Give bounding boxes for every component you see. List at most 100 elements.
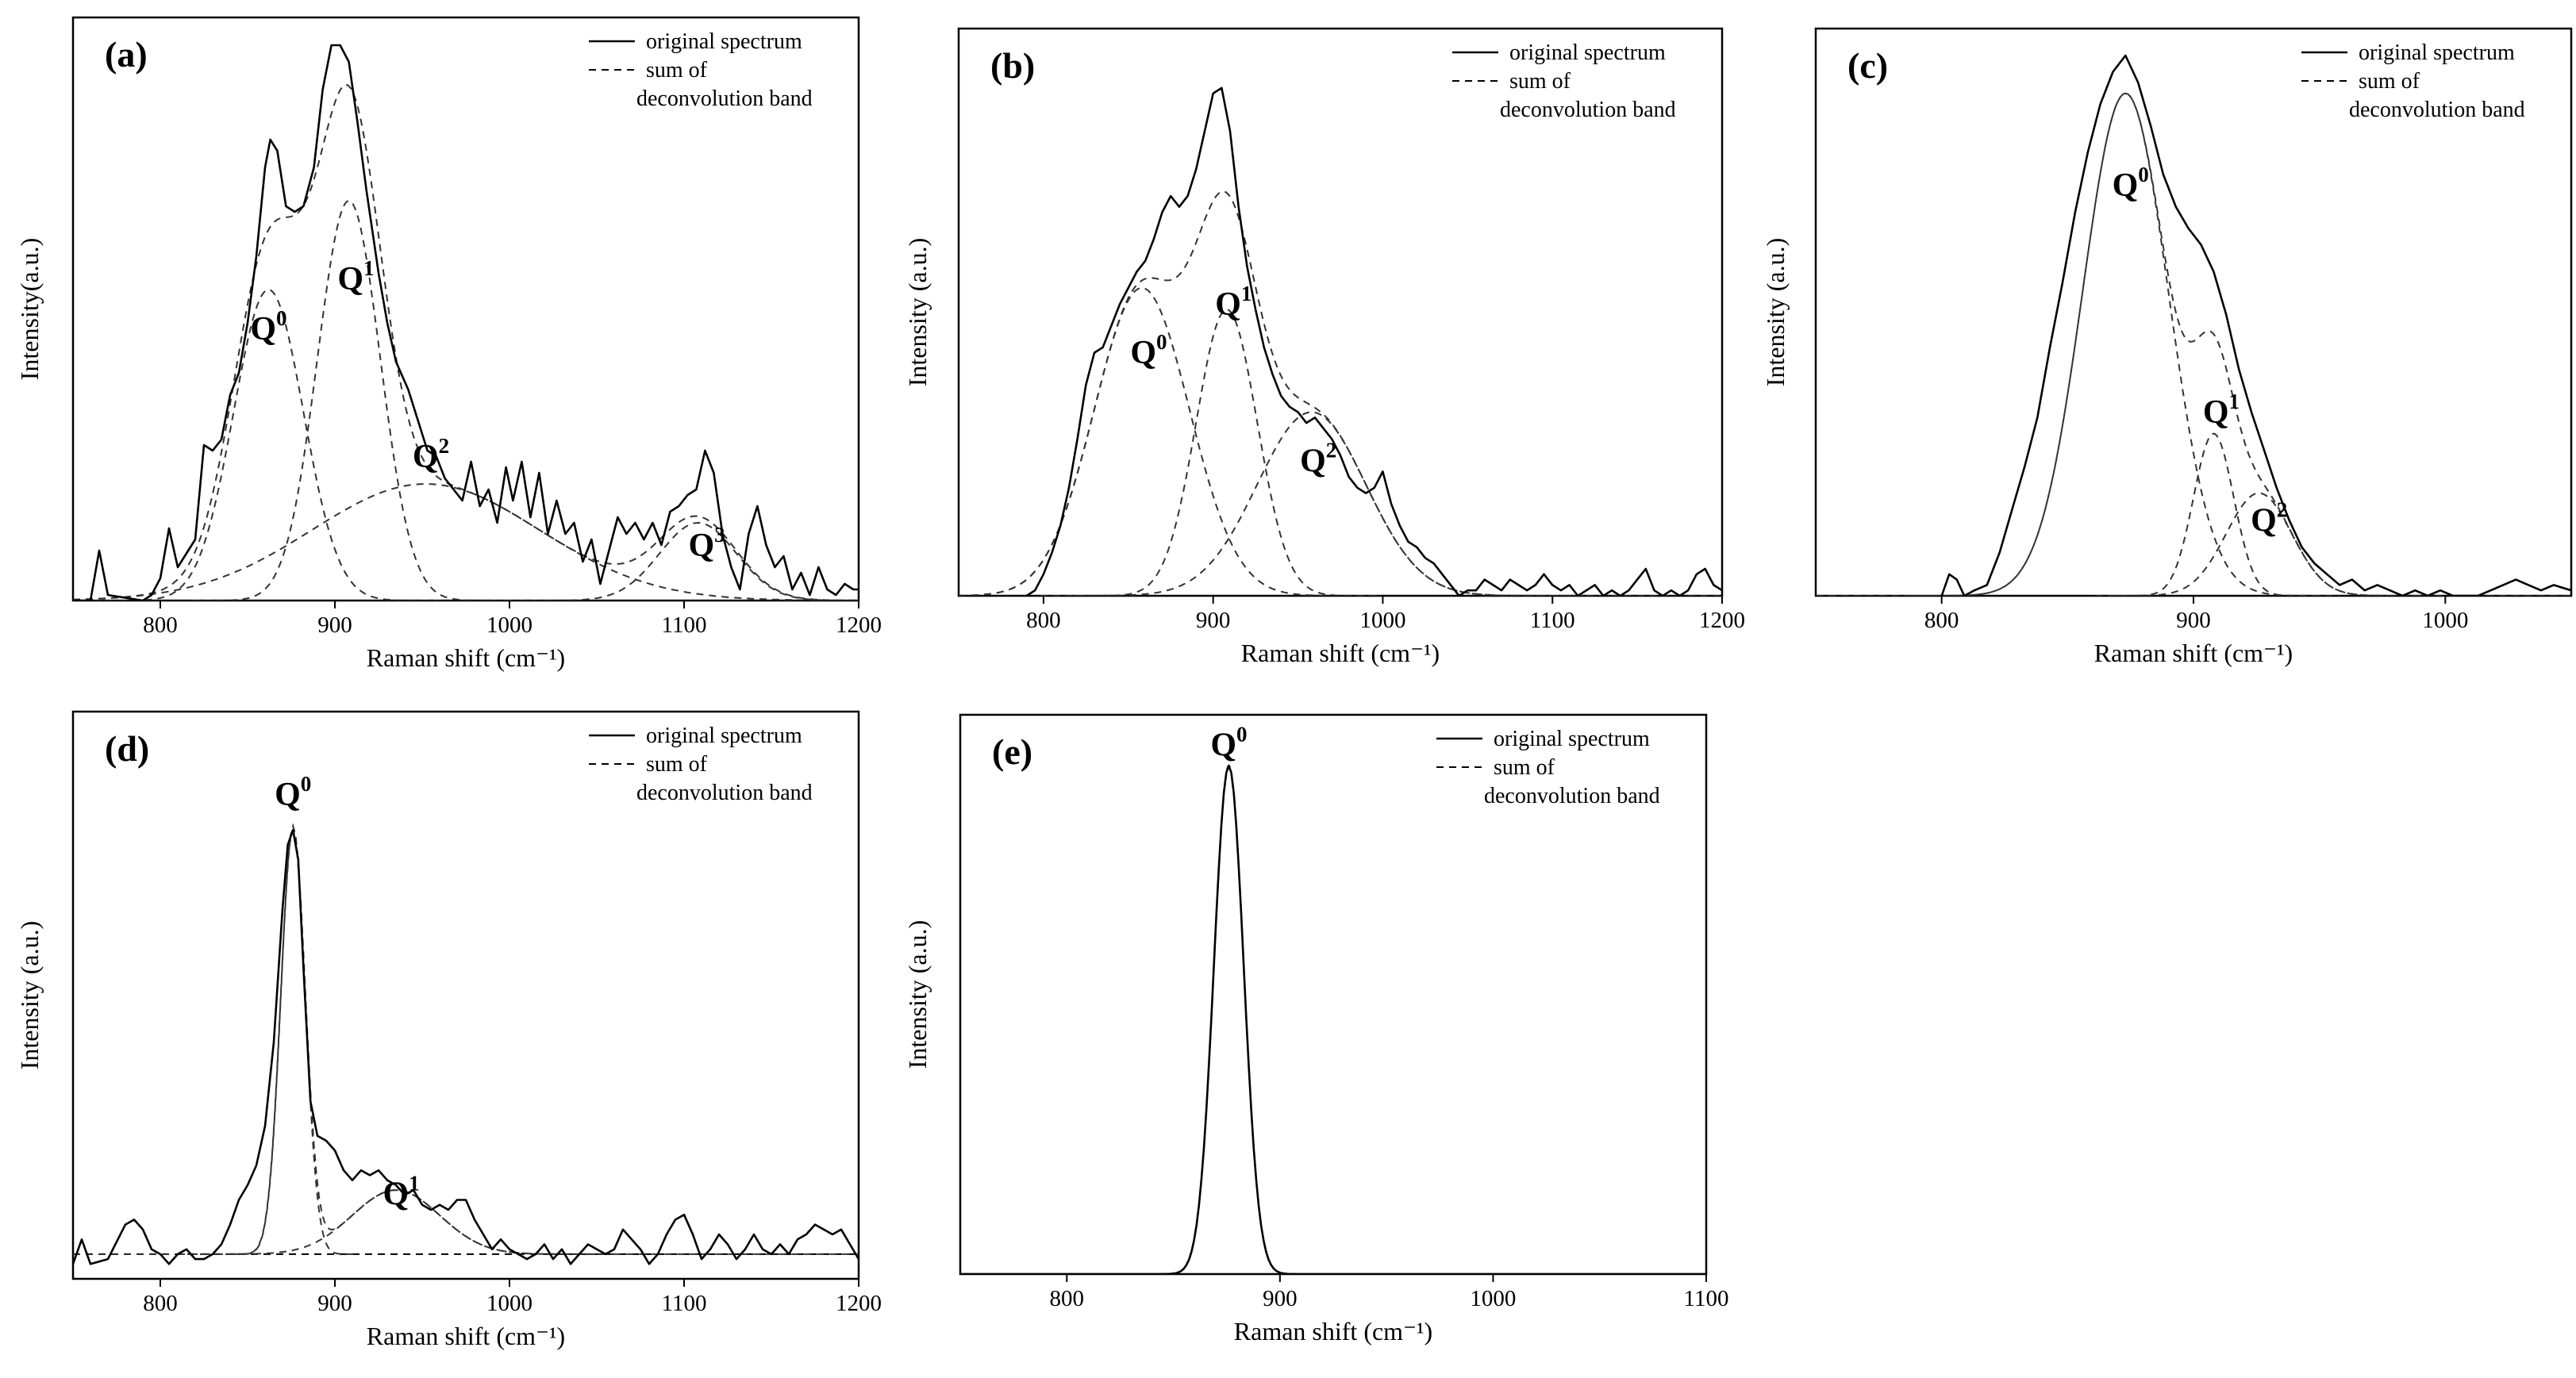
band-label-sup: 1 <box>409 1172 420 1196</box>
x-tick-label: 800 <box>143 612 178 638</box>
x-tick-label: 900 <box>317 1291 352 1316</box>
band-label-q1: Q1 <box>2203 390 2240 431</box>
sum-of-bands-curve <box>73 83 859 601</box>
band-q2-curve <box>2095 492 2423 596</box>
legend-entry-original: original spectrum <box>2359 40 2515 65</box>
x-tick-label: 1100 <box>1684 1286 1729 1311</box>
band-q3-curve <box>506 521 859 601</box>
plot-area <box>73 44 859 601</box>
band-label-sup: 1 <box>1241 282 1252 305</box>
chart-panel-1: 800 900 1000 1100 1200 Raman shift (cm⁻¹) Inte… <box>15 16 882 672</box>
legend-entry-deconvolution: deconvolution band <box>1500 98 1676 122</box>
legend-entry-sum: sum of <box>1494 755 1555 780</box>
band-label-sup: 2 <box>2277 497 2288 521</box>
band-q2-curve <box>73 482 859 601</box>
legend-entry-sum: sum of <box>2359 69 2420 94</box>
band-label-sup: 2 <box>1326 438 1337 462</box>
legend-entry-sum: sum of <box>646 752 708 777</box>
x-axis-title: Raman shift (cm⁻¹) <box>367 643 565 672</box>
panel-label: (e) <box>992 731 1032 772</box>
band-q1-curve <box>191 199 506 601</box>
panel-label: (d) <box>105 728 149 769</box>
band-label-q0: Q0 <box>1210 722 1247 763</box>
plot-frame <box>71 710 860 1280</box>
legend-entry-original: original spectrum <box>646 29 802 54</box>
original-spectrum-line <box>960 764 1706 1274</box>
legend: original spectrum sum of deconvolution ban… <box>589 29 813 111</box>
band-label-sup: 1 <box>2228 390 2240 413</box>
chart-panel-3: 800 900 1000 Raman shift (cm⁻¹) Intensity (a… <box>1761 27 2573 667</box>
band-q0-curve <box>94 288 444 601</box>
band-label-sup: 0 <box>2138 163 2149 186</box>
y-axis-title: Intensity(a.u.) <box>15 238 44 381</box>
y-axis-title: Intensity (a.u.) <box>15 921 44 1070</box>
x-tick-label: 1000 <box>1470 1286 1516 1311</box>
band-label-sup: 2 <box>439 434 450 458</box>
x-tick-label: 1000 <box>2422 608 2468 633</box>
legend-entry-deconvolution: deconvolution band <box>2349 98 2525 122</box>
x-tick-label: 1200 <box>836 1291 882 1316</box>
x-tick-label: 900 <box>1263 1286 1298 1311</box>
band-label-q0: Q0 <box>250 306 286 347</box>
band-label-q0: Q0 <box>2113 163 2149 204</box>
x-tick-label: 1200 <box>1699 608 1745 633</box>
band-q0-curve <box>1154 764 1304 1274</box>
x-tick-label: 800 <box>1026 608 1061 633</box>
band-label-q1: Q1 <box>1215 282 1251 323</box>
sum-of-bands-curve <box>73 823 859 1255</box>
band-label-q1: Q1 <box>337 256 374 297</box>
x-tick-label: 900 <box>1196 608 1231 633</box>
band-label-sup: 1 <box>363 256 375 280</box>
x-axis-title: Raman shift (cm⁻¹) <box>1234 1317 1432 1345</box>
plot-area <box>1816 54 2571 596</box>
x-tick-label: 900 <box>317 612 352 638</box>
plot-frame <box>957 27 1724 597</box>
band-label-sup: 3 <box>714 523 725 547</box>
legend-entry-deconvolution: deconvolution band <box>636 86 813 111</box>
x-tick-label: 800 <box>143 1291 178 1316</box>
x-tick-label: 1100 <box>1530 608 1575 633</box>
band-q1-curve <box>2113 432 2315 596</box>
original-spectrum-line <box>1940 54 2571 596</box>
band-label-sup: 0 <box>301 772 312 796</box>
x-tick-label: 800 <box>1924 608 1959 633</box>
legend-entry-sum: sum of <box>646 58 708 83</box>
x-tick-label: 1000 <box>486 1291 533 1316</box>
x-axis-title: Raman shift (cm⁻¹) <box>2094 639 2293 667</box>
x-tick-label: 1000 <box>1359 608 1405 633</box>
band-label-q1: Q1 <box>383 1172 420 1213</box>
original-spectrum-line <box>73 828 859 1265</box>
band-label-q2: Q2 <box>413 434 449 475</box>
x-axis-title: Raman shift (cm⁻¹) <box>1241 639 1440 667</box>
panel-label: (a) <box>105 34 148 75</box>
legend-entry-deconvolution: deconvolution band <box>1484 784 1660 808</box>
legend: original spectrum sum of deconvolution ban… <box>589 724 813 805</box>
band-label-sup: 0 <box>276 306 287 330</box>
panel-label: (b) <box>990 45 1035 86</box>
band-label-q0: Q0 <box>275 772 311 813</box>
band-q0-curve <box>1911 92 2340 596</box>
plot-area <box>959 86 1722 596</box>
x-tick-label: 1200 <box>836 612 882 638</box>
plot-area <box>73 823 859 1265</box>
band-label-q0: Q0 <box>1130 330 1167 371</box>
legend-entry-sum: sum of <box>1509 69 1571 94</box>
legend-entry-original: original spectrum <box>1494 727 1650 751</box>
band-label-q3: Q3 <box>689 523 725 564</box>
legend: original spectrum sum of deconvolution ban… <box>1452 40 1676 122</box>
panel-label: (c) <box>1847 45 1888 86</box>
band-label-sup: 0 <box>1156 330 1167 354</box>
y-axis-title: Intensity (a.u.) <box>903 238 932 387</box>
legend-entry-deconvolution: deconvolution band <box>636 781 813 805</box>
legend: original spectrum sum of deconvolution ban… <box>1436 727 1660 808</box>
sum-of-bands-curve <box>1816 92 2571 596</box>
y-axis-title: Intensity (a.u.) <box>903 920 932 1069</box>
band-label-sup: 0 <box>1236 722 1248 746</box>
x-tick-label: 800 <box>1050 1286 1085 1311</box>
chart-panel-5: 800 900 1000 1100 Raman shift (cm⁻¹) Intensit… <box>903 713 1729 1345</box>
original-spectrum-line <box>73 44 859 601</box>
legend-entry-original: original spectrum <box>646 724 802 748</box>
x-axis-title: Raman shift (cm⁻¹) <box>367 1322 565 1350</box>
original-spectrum-line <box>1025 86 1722 596</box>
